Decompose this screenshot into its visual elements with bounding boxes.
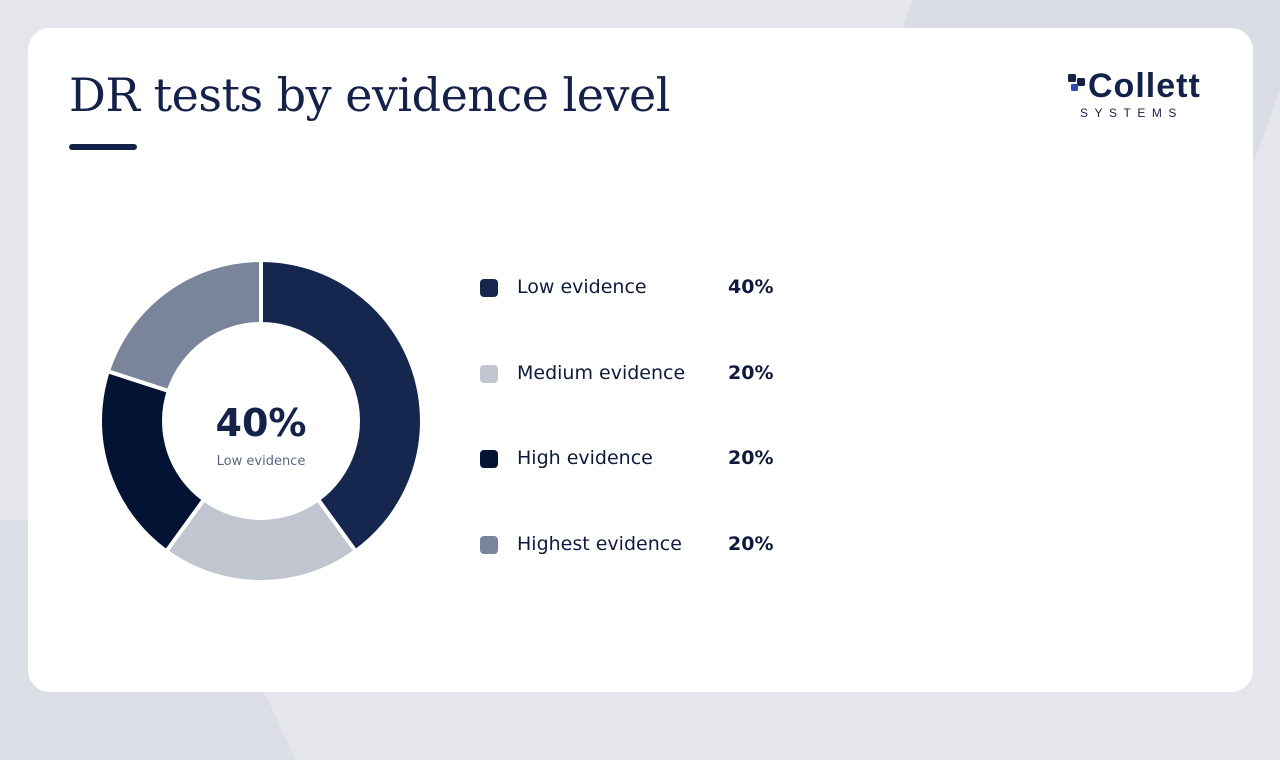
legend-label: Low evidence — [517, 276, 647, 298]
company-logo: Collett SYSTEMS — [1068, 67, 1214, 122]
legend-label: High evidence — [517, 447, 653, 469]
donut-chart: 40% Low evidence — [98, 258, 424, 584]
legend-swatch — [480, 535, 498, 554]
slide-card: DR tests by evidence level Collett SYSTE… — [28, 28, 1253, 692]
center-value: 40% — [216, 401, 307, 445]
slide-title: DR tests by evidence level — [69, 68, 670, 122]
legend-swatch — [480, 364, 498, 383]
legend-value: 40% — [728, 276, 774, 298]
donut-slice-low-evidence — [259, 258, 424, 554]
donut-slice-highest-evidence — [105, 258, 263, 394]
legend-label: Highest evidence — [517, 532, 682, 555]
legend-swatch — [480, 450, 498, 468]
legend-item: Highest evidence 20% — [480, 530, 800, 560]
title-underline — [69, 144, 137, 150]
legend-item: High evidence 20% — [480, 444, 800, 474]
logo-wordmark: Collett — [1088, 67, 1201, 105]
legend-value: 20% — [728, 447, 774, 469]
logo-tagline: SYSTEMS — [1080, 106, 1183, 120]
legend-item: Low evidence 40% — [480, 273, 800, 303]
donut-slice-medium-evidence — [164, 497, 358, 584]
logo-squares-icon — [1068, 74, 1085, 91]
legend-swatch — [480, 279, 498, 297]
legend-item: Medium evidence 20% — [480, 359, 800, 389]
legend-label: Medium evidence — [517, 361, 686, 384]
donut-slice-high-evidence — [98, 369, 206, 554]
legend-value: 20% — [728, 361, 774, 384]
donut-slices — [98, 258, 424, 584]
center-label: Low evidence — [217, 454, 306, 469]
legend-value: 20% — [728, 532, 774, 555]
